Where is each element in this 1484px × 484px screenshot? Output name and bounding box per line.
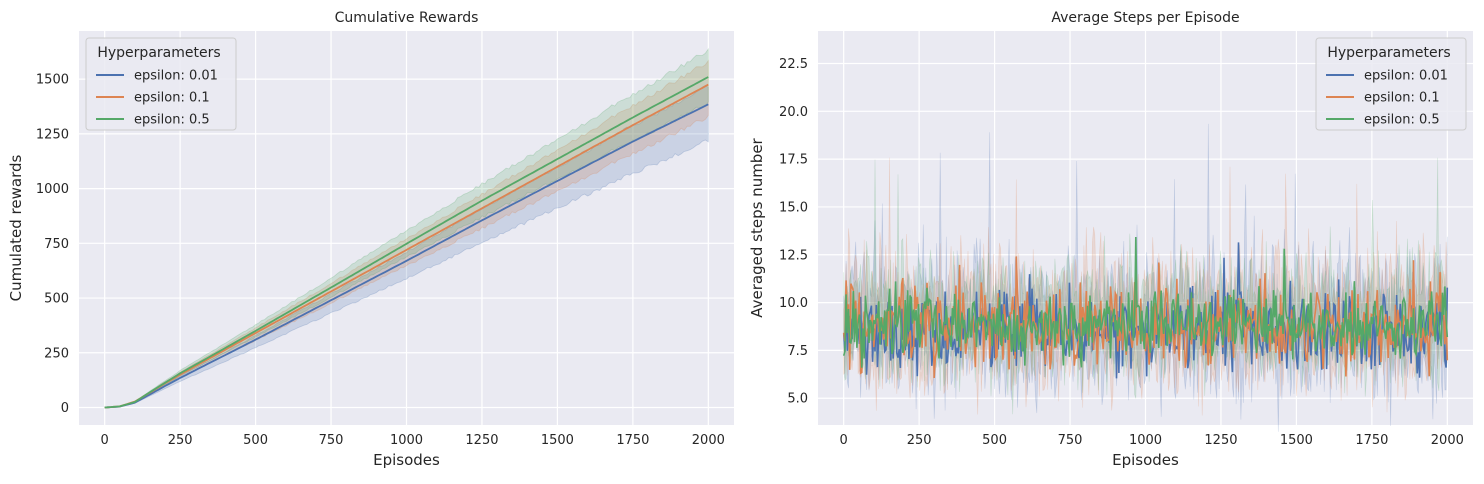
y-axis-label: Averaged steps number: [748, 137, 766, 317]
legend: Hyperparameters epsilon: 0.01 epsilon: 0…: [1315, 37, 1467, 131]
y-tick-label: 5.0: [787, 392, 808, 407]
legend: Hyperparameters epsilon: 0.01 epsilon: 0…: [85, 37, 237, 131]
x-tick-label: 1500: [1280, 433, 1313, 448]
legend-box: [1315, 37, 1467, 131]
chart-title: Cumulative Rewards: [335, 10, 479, 26]
y-tick-labels: 0 250 500 750 1000 1250 1500: [36, 73, 69, 416]
y-axis-label: Cumulated rewards: [7, 155, 25, 302]
y-tick-label: 22.5: [779, 57, 808, 72]
x-tick-label: 500: [243, 433, 268, 448]
cumulative-rewards-chart: 0 250 500 750 1000 1250 1500 1750 2000 0 250 500 75…: [7, 10, 734, 469]
y-tick-label: 12.5: [779, 248, 808, 263]
confidence-band: [104, 59, 709, 408]
legend-entry: epsilon: 0.1: [134, 91, 210, 106]
series-line: [104, 83, 709, 409]
x-tick-label: 2000: [692, 433, 725, 448]
x-tick-label: 1500: [541, 433, 574, 448]
y-tick-label: 1000: [36, 182, 69, 197]
legend-entry: epsilon: 0.1: [1364, 91, 1440, 106]
legend-title: Hyperparameters: [1327, 45, 1450, 61]
legend-entry: epsilon: 0.01: [134, 69, 218, 84]
series-lines: [842, 236, 1449, 379]
average-steps-chart: 0 250 500 750 1000 1250 1500 1750 2000 5.0 7.5 10.…: [748, 10, 1473, 469]
series-line: [842, 256, 1449, 379]
y-tick-label: 500: [44, 292, 69, 307]
x-tick-label: 750: [1058, 433, 1083, 448]
x-tick-label: 0: [840, 433, 848, 448]
x-tick-label: 1750: [616, 433, 649, 448]
legend-title: Hyperparameters: [97, 45, 220, 61]
series-lines: [104, 76, 709, 409]
grid: [79, 31, 734, 425]
legend-entry: epsilon: 0.5: [1364, 113, 1440, 128]
x-axis-label: Episodes: [373, 451, 440, 469]
x-tick-label: 1000: [1129, 433, 1162, 448]
series-line: [104, 76, 709, 409]
legend-entry: epsilon: 0.01: [1364, 69, 1448, 84]
legend-entry: epsilon: 0.5: [134, 113, 210, 128]
x-tick-label: 750: [319, 433, 344, 448]
y-tick-label: 17.5: [779, 153, 808, 168]
x-tick-label: 2000: [1431, 433, 1464, 448]
x-tick-label: 1750: [1355, 433, 1388, 448]
y-tick-label: 20.0: [779, 105, 808, 120]
series-line: [104, 103, 709, 409]
x-tick-label: 250: [907, 433, 932, 448]
y-tick-label: 0: [61, 401, 69, 416]
y-tick-label: 1250: [36, 127, 69, 142]
series-line: [842, 236, 1449, 368]
y-tick-label: 10.0: [779, 296, 808, 311]
legend-box: [85, 37, 237, 131]
y-tick-labels: 5.0 7.5 10.0 12.5 15.0 17.5 20.0 22.5: [779, 57, 808, 407]
y-tick-label: 250: [44, 346, 69, 361]
x-tick-label: 1250: [465, 433, 498, 448]
y-tick-label: 1500: [36, 73, 69, 88]
x-tick-label: 250: [168, 433, 193, 448]
x-tick-labels: 0 250 500 750 1000 1250 1500 1750 2000: [101, 433, 725, 448]
x-axis-label: Episodes: [1112, 451, 1179, 469]
x-tick-label: 0: [101, 433, 109, 448]
chart-title: Average Steps per Episode: [1051, 10, 1239, 26]
y-tick-label: 15.0: [779, 200, 808, 215]
x-tick-label: 1000: [390, 433, 423, 448]
x-tick-label: 500: [982, 433, 1007, 448]
y-tick-label: 7.5: [787, 344, 808, 359]
x-tick-labels: 0 250 500 750 1000 1250 1500 1750 2000: [840, 433, 1464, 448]
y-tick-label: 750: [44, 237, 69, 252]
confidence-band: [104, 47, 709, 408]
x-tick-label: 1250: [1204, 433, 1237, 448]
